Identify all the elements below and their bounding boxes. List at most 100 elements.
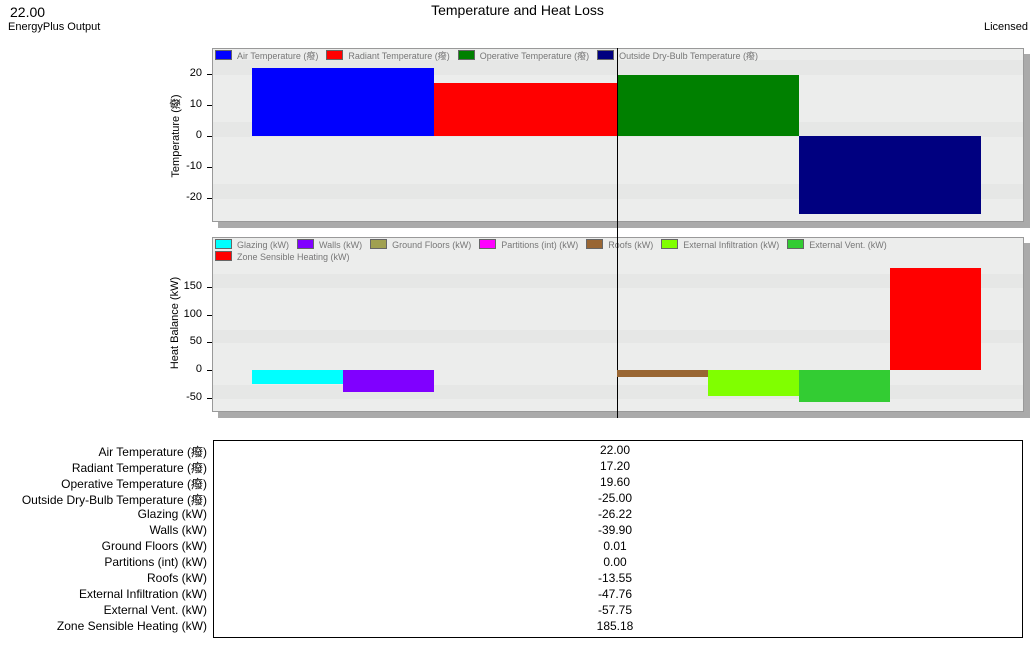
row-label: Radiant Temperature (癈) [71,461,207,475]
legend-swatch [297,239,315,249]
bar [799,370,890,402]
legend-label: External Vent. (kW) [809,240,887,250]
y-tick-label: -10 [186,160,202,172]
legend-label: Partitions (int) (kW) [501,240,579,250]
legend-item: Walls (kW) [297,239,362,251]
legend-swatch [326,50,344,60]
row-label: Roofs (kW) [147,571,207,585]
row-label: Air Temperature (癈) [98,445,207,459]
bar [252,67,434,136]
row-value: -13.55 [597,571,633,585]
row-value: 17.20 [599,459,631,473]
row-value: 0.00 [603,555,627,569]
legend-item: External Vent. (kW) [787,239,887,251]
cursor-line[interactable] [617,48,618,418]
legend-swatch [215,50,232,60]
legend-label: Operative Temperature (癈) [479,51,590,61]
bar [799,136,981,214]
y-tick-label: 10 [189,98,202,110]
row-value: -26.22 [597,507,633,521]
license-label: Licensed [983,21,1028,33]
y-tick-label: 20 [189,67,202,79]
source-label: EnergyPlus Output [8,21,101,33]
row-value: 22.00 [599,443,631,457]
legend-swatch [370,239,388,249]
legend-item: Air Temperature (癈) [215,50,318,62]
y-tick [207,167,212,168]
bar [708,370,799,397]
y-tick [207,74,212,75]
legend-swatch [457,50,475,60]
row-value: -47.76 [597,587,633,601]
legend-label: Glazing (kW) [237,240,290,250]
legend-item: Glazing (kW) [215,239,289,251]
legend-item: External Infiltration (kW) [661,239,779,251]
y-tick [207,314,212,316]
legend-item: Ground Floors (kW) [370,239,471,251]
y-tick [207,198,212,199]
legend-swatch [215,239,232,249]
row-label: External Infiltration (kW) [78,587,207,601]
y-tick [207,397,212,399]
y-tick [207,105,212,106]
legend-swatch [787,239,805,249]
y-tick [207,287,212,289]
y-tick-label: -20 [186,191,202,203]
legend-item: Operative Temperature (癈) [457,50,590,62]
y-tick [207,342,212,344]
row-value: -25.00 [597,491,633,505]
legend-item: Roofs (kW) [586,239,653,251]
legend-label: Roofs (kW) [608,240,654,250]
row-label: Partitions (int) (kW) [104,555,207,569]
current-value: 22.00 [10,4,46,20]
legend-label: Zone Sensible Heating (kW) [237,252,350,262]
grid-band [213,274,1023,289]
y-tick [207,370,212,371]
row-label: Operative Temperature (癈) [61,477,207,491]
row-label: External Vent. (kW) [103,603,207,617]
y-tick-label: 100 [183,307,202,320]
row-label: Glazing (kW) [137,507,207,521]
row-label: Ground Floors (kW) [101,539,207,553]
y-tick-label: 0 [195,129,202,141]
row-value: 0.01 [603,539,627,553]
legend-label: Walls (kW) [319,240,363,250]
y-tick [207,136,212,137]
legend-item: Radiant Temperature (癈) [326,50,450,62]
legend-swatch [661,239,679,249]
row-value: -39.90 [597,523,633,537]
legend-label: Ground Floors (kW) [392,240,472,250]
row-label: Outside Dry-Bulb Temperature (癈) [21,493,207,507]
legend-label: Outside Dry-Bulb Temperature (癈) [619,51,759,61]
y-tick-label: 50 [189,335,202,348]
legend-item: Zone Sensible Heating (kW) [215,251,350,263]
legend-label: External Infiltration (kW) [683,240,780,250]
row-value: 19.60 [599,475,631,489]
y-axis-label: Heat Balance (kW) [169,276,181,370]
bar [617,370,708,378]
values-table [213,440,1023,638]
bar [434,82,617,136]
bar [343,370,434,393]
y-tick-label: 0 [195,363,202,375]
y-tick-label: 150 [183,280,202,293]
row-label: Walls (kW) [149,523,207,537]
row-value: -57.75 [597,603,633,617]
legend: Glazing (kW) Walls (kW) Ground Floors (kW)… [215,239,1021,263]
legend-item: Partitions (int) (kW) [479,239,578,251]
legend: Air Temperature (癈) Radiant Temperature (… [215,50,1021,62]
legend-swatch [215,251,232,261]
legend-swatch [597,50,615,60]
legend-item: Outside Dry-Bulb Temperature (癈) [597,50,758,62]
row-value: 185.18 [596,619,634,633]
legend-label: Air Temperature (癈) [237,51,319,61]
row-label: Zone Sensible Heating (kW) [56,619,207,633]
grid-band [213,384,1023,399]
bar [618,75,799,136]
grid-band [213,329,1023,344]
legend-swatch [479,239,497,249]
chart-title: Temperature and Heat Loss [431,2,604,18]
bar [890,267,981,370]
y-tick-label: -50 [186,390,202,403]
legend-swatch [586,239,604,249]
